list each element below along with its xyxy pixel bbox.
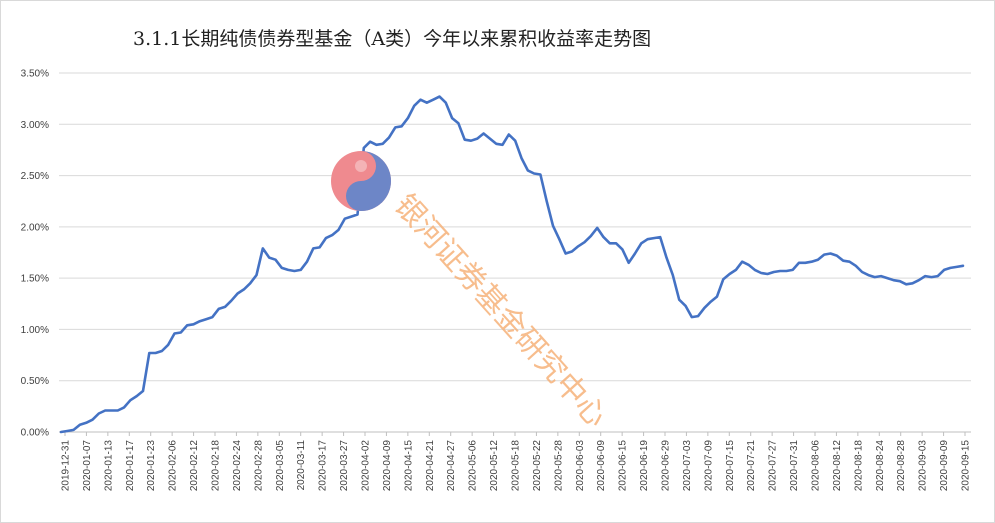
gridlines <box>59 72 971 433</box>
y-tick-label: 3.50% <box>21 69 49 80</box>
y-tick-label: 0.00% <box>21 428 49 439</box>
yinhe-logo-icon <box>331 151 391 211</box>
x-tick-label: 2020-02-24 <box>232 440 243 492</box>
x-tick-label: 2020-03-05 <box>275 440 286 492</box>
x-tick-label: 2020-06-19 <box>639 440 650 492</box>
y-axis-ticks: 0.00% 0.50% 1.00% 1.50% 2.00% 2.50% 3.00% 3.50% <box>21 69 49 439</box>
watermark: 银河证券基金研究中心 <box>331 151 614 434</box>
x-tick-label: 2020-08-28 <box>896 440 907 492</box>
x-tick-label: 2020-09-03 <box>918 440 929 492</box>
x-tick-label: 2020-01-07 <box>82 440 93 492</box>
x-tick-label: 2019-12-31 <box>61 440 72 492</box>
x-tick-label: 2020-02-28 <box>253 440 264 492</box>
x-tick-label: 2020-01-23 <box>146 440 157 492</box>
x-tick-label: 2020-06-03 <box>575 440 586 492</box>
x-tick-label: 2020-04-27 <box>446 440 457 492</box>
x-tick-label: 2020-07-15 <box>725 440 736 492</box>
y-tick-label: 1.50% <box>21 274 49 285</box>
x-tick-label: 2020-02-06 <box>168 440 179 492</box>
x-tick-label: 2020-04-21 <box>425 440 436 492</box>
x-tick-label: 2020-02-18 <box>211 440 222 492</box>
x-tick-label: 2020-01-17 <box>125 440 136 492</box>
x-tick-label: 2020-04-09 <box>382 440 393 492</box>
x-tick-label: 2020-07-31 <box>789 440 800 492</box>
x-tick-label: 2020-02-12 <box>189 440 200 492</box>
chart-title: 3.1.1长期纯债债券型基金（A类）今年以来累积收益率走势图 <box>133 28 651 50</box>
y-tick-label: 3.00% <box>21 120 49 131</box>
x-tick-label: 2020-03-27 <box>339 440 350 492</box>
watermark-text: 银河证券基金研究中心 <box>387 188 614 434</box>
x-tick-label: 2020-07-03 <box>682 440 693 492</box>
x-tick-label: 2020-06-15 <box>618 440 629 492</box>
x-tick-label: 2020-03-11 <box>296 440 307 491</box>
x-tick-label: 2020-06-29 <box>661 440 672 492</box>
y-tick-label: 1.00% <box>21 325 49 336</box>
series-line <box>59 95 965 434</box>
x-tick-label: 2020-08-18 <box>853 440 864 492</box>
x-tick-label: 2020-05-22 <box>532 440 543 492</box>
x-tick-label: 2020-09-09 <box>939 440 950 492</box>
x-axis-ticks: 2019-12-31 2020-01-07 2020-01-13 2020-01-17… <box>61 432 972 491</box>
x-tick-label: 2020-09-15 <box>961 440 972 492</box>
x-tick-label: 2020-05-12 <box>489 440 500 492</box>
x-tick-label: 2020-07-09 <box>703 440 714 492</box>
y-tick-label: 2.00% <box>21 222 49 233</box>
x-tick-label: 2020-06-09 <box>596 440 607 492</box>
x-tick-label: 2020-01-13 <box>103 440 114 492</box>
x-tick-label: 2020-05-06 <box>468 440 479 492</box>
y-tick-label: 0.50% <box>21 376 49 387</box>
y-tick-label: 2.50% <box>21 171 49 182</box>
x-tick-label: 2020-05-28 <box>553 440 564 492</box>
x-tick-label: 2020-04-02 <box>361 440 372 492</box>
x-tick-label: 2020-08-24 <box>875 440 886 492</box>
x-tick-label: 2020-08-12 <box>832 440 843 492</box>
x-tick-label: 2020-04-15 <box>403 440 414 492</box>
x-tick-label: 2020-07-21 <box>746 440 757 492</box>
x-tick-label: 2020-08-06 <box>811 440 822 492</box>
x-tick-label: 2020-07-27 <box>768 440 779 492</box>
x-tick-label: 2020-03-17 <box>318 440 329 492</box>
x-tick-label: 2020-05-18 <box>511 440 522 492</box>
